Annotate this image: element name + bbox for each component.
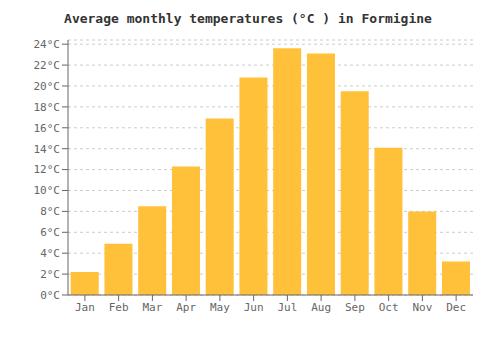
svg-text:2°C: 2°C — [40, 268, 60, 281]
svg-text:Jul: Jul — [277, 301, 297, 314]
svg-text:20°C: 20°C — [34, 80, 61, 93]
svg-text:8°C: 8°C — [40, 205, 60, 218]
svg-text:18°C: 18°C — [34, 101, 61, 114]
svg-text:Jun: Jun — [244, 301, 264, 314]
svg-text:Dec: Dec — [446, 301, 466, 314]
svg-text:Feb: Feb — [109, 301, 129, 314]
svg-text:12°C: 12°C — [34, 163, 61, 176]
svg-text:Mar: Mar — [142, 301, 162, 314]
svg-text:24°C: 24°C — [34, 38, 61, 51]
svg-text:Nov: Nov — [412, 301, 432, 314]
svg-text:Sep: Sep — [345, 301, 365, 314]
svg-text:6°C: 6°C — [40, 226, 60, 239]
svg-text:Aug: Aug — [311, 301, 331, 314]
svg-text:Jan: Jan — [75, 301, 95, 314]
svg-text:10°C: 10°C — [34, 184, 61, 197]
svg-text:Oct: Oct — [379, 301, 399, 314]
svg-text:4°C: 4°C — [40, 247, 60, 260]
svg-text:14°C: 14°C — [34, 143, 61, 156]
svg-text:16°C: 16°C — [34, 122, 61, 135]
svg-text:0°C: 0°C — [40, 289, 60, 302]
svg-text:May: May — [210, 301, 230, 314]
html-text:Average monthly temperatures (: Average monthly temperatures (°C ) in Fo… — [64, 11, 432, 26]
svg-text:Apr: Apr — [176, 301, 196, 314]
svg-text:22°C: 22°C — [34, 59, 61, 72]
